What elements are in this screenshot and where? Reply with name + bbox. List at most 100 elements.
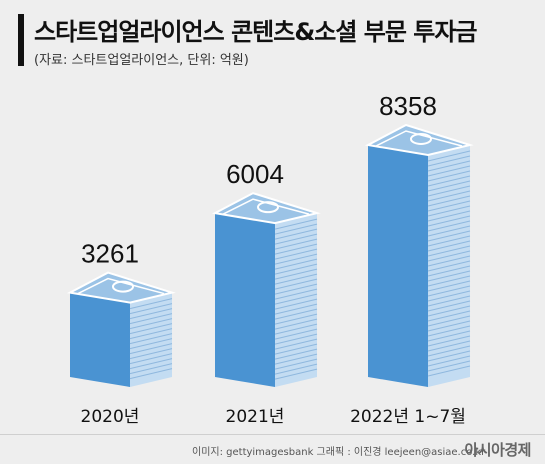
note-edge: [427, 165, 471, 177]
note-edge: [274, 303, 318, 315]
note-edge: [427, 345, 471, 357]
brand-logo: 아시아경제: [464, 441, 531, 459]
note-edge: [129, 318, 173, 330]
note-edge: [129, 298, 173, 310]
note-edge: [427, 310, 471, 322]
footer: 이미지: gettyimagesbank 그래픽 : 이진경 leejeen@a…: [0, 434, 545, 464]
note-edge: [427, 365, 471, 377]
note-edge: [129, 308, 173, 320]
note-edge: [427, 195, 471, 207]
note-edge: [274, 223, 318, 235]
note-edge: [427, 290, 471, 302]
note-edge: [129, 353, 173, 365]
banknote-emblem: [112, 280, 134, 293]
bar-top: [364, 123, 474, 157]
note-edge: [274, 253, 318, 265]
note-edge: [274, 298, 318, 310]
note-edge: [427, 315, 471, 327]
note-edge: [427, 245, 471, 257]
note-edge: [427, 235, 471, 247]
banknote-border: [222, 198, 310, 215]
note-edge: [427, 280, 471, 292]
note-edge: [274, 358, 318, 370]
note-edge: [427, 250, 471, 262]
note-edge: [427, 260, 471, 272]
note-edge: [427, 240, 471, 252]
note-edge: [274, 283, 318, 295]
note-edge: [274, 323, 318, 335]
category-label: 2022년 1~7월: [350, 407, 466, 427]
note-edge: [427, 335, 471, 347]
note-edge: [129, 303, 173, 315]
note-edge: [427, 355, 471, 367]
note-edge: [427, 175, 471, 187]
note-edge: [427, 360, 471, 372]
note-edge: [427, 320, 471, 332]
bar: [211, 192, 321, 387]
note-edge: [427, 190, 471, 202]
image-credit: 이미지: gettyimagesbank 그래픽 : 이진경 leejeen@a…: [192, 447, 486, 458]
note-edge: [274, 368, 318, 380]
note-edge: [427, 155, 471, 167]
note-edge: [427, 350, 471, 362]
note-edge: [274, 363, 318, 375]
note-edge: [427, 255, 471, 267]
note-edge: [427, 180, 471, 192]
note-edge: [274, 348, 318, 360]
note-edge: [274, 293, 318, 305]
note-edge: [427, 225, 471, 237]
note-edge: [427, 230, 471, 242]
bar-front: [215, 213, 275, 387]
value-label: 3261: [81, 239, 139, 269]
bar: [364, 123, 474, 387]
note-edge: [274, 288, 318, 300]
note-edge: [129, 348, 173, 360]
note-edge: [427, 205, 471, 217]
note-edge: [274, 333, 318, 345]
note-edge: [427, 295, 471, 307]
note-edge: [427, 325, 471, 337]
note-edge: [274, 248, 318, 260]
note-edge: [129, 363, 173, 375]
note-edge: [274, 343, 318, 355]
category-label: 2020년: [81, 407, 140, 427]
chart-title: 스타트업얼라이언스 콘텐츠&소셜 부문 투자금: [34, 18, 478, 46]
note-edge: [427, 220, 471, 232]
note-edge: [129, 368, 173, 380]
bar-chart: 3261 2020년 6004 2021년 8358 2022년 1~7월: [66, 91, 474, 427]
note-edge: [427, 305, 471, 317]
note-edge: [427, 330, 471, 342]
note-edge: [274, 353, 318, 365]
bar: [66, 271, 176, 387]
note-edge: [427, 200, 471, 212]
note-edge: [274, 238, 318, 250]
note-edge: [274, 338, 318, 350]
note-edge: [274, 268, 318, 280]
chart-subtitle: (자료: 스타트업얼라이언스, 단위: 억원): [34, 53, 249, 68]
note-edge: [274, 273, 318, 285]
note-edge: [129, 343, 173, 355]
note-edge: [274, 263, 318, 275]
value-label: 8358: [379, 91, 437, 121]
note-edge: [274, 313, 318, 325]
banknote-border: [375, 130, 463, 147]
note-edge: [427, 215, 471, 227]
note-edge: [427, 150, 471, 162]
note-edge: [274, 278, 318, 290]
note-edge: [129, 358, 173, 370]
note-edge: [427, 300, 471, 312]
note-edge: [274, 233, 318, 245]
note-edge: [427, 210, 471, 222]
banknote-border: [77, 277, 165, 295]
note-edge: [274, 218, 318, 230]
bar-front: [70, 292, 130, 387]
note-edge: [129, 313, 173, 325]
category-label: 2021년: [226, 407, 285, 427]
note-edge: [274, 243, 318, 255]
title-accent-bar: [18, 14, 24, 66]
note-edge: [427, 340, 471, 352]
note-edge: [427, 185, 471, 197]
note-edge: [129, 338, 173, 350]
value-label: 6004: [226, 159, 284, 189]
note-edge: [129, 323, 173, 335]
